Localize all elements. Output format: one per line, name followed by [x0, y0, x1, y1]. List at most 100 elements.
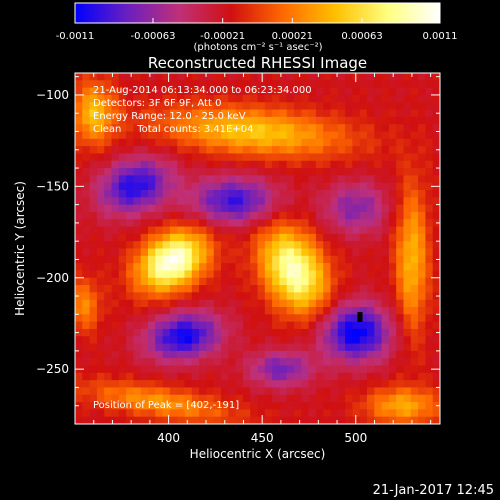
heatmap-cell [388, 233, 397, 242]
heatmap-cell [162, 394, 171, 403]
heatmap-cell [213, 365, 222, 374]
heatmap-cell [148, 241, 156, 250]
heatmap-cell [111, 248, 120, 257]
heatmap-cell [279, 241, 288, 250]
heatmap-cell [111, 372, 120, 381]
heatmap-cell [410, 241, 419, 250]
heatmap-cell [96, 409, 105, 418]
heatmap-cell [272, 80, 280, 89]
heatmap-cell [118, 219, 127, 228]
heatmap-cell [221, 328, 229, 337]
heatmap-cell [257, 190, 266, 198]
heatmap-cell [126, 336, 134, 345]
heatmap-cell [410, 307, 419, 315]
heatmap-cell [381, 336, 390, 345]
heatmap-cell [323, 248, 332, 257]
heatmap-cell [162, 270, 171, 279]
heatmap-cell [111, 80, 120, 89]
heatmap-cell [374, 197, 383, 206]
heatmap-cell [199, 168, 207, 176]
colorbar-tick-label: -0.00021 [200, 31, 245, 42]
heatmap-cell [250, 116, 259, 125]
heatmap-cell [330, 94, 339, 103]
heatmap-cell [82, 416, 91, 424]
heatmap-cell [388, 336, 397, 345]
heatmap-cell [213, 102, 222, 111]
heatmap-cell [396, 321, 405, 330]
heatmap-cell [148, 197, 156, 206]
heatmap-cell [308, 211, 317, 220]
heatmap-cell [126, 73, 134, 81]
heatmap-cell [352, 307, 361, 315]
heatmap-cell [352, 80, 361, 89]
heatmap-cell [89, 241, 98, 250]
heatmap-cell [242, 109, 251, 118]
heatmap-cell [403, 336, 412, 345]
heatmap-cell [155, 168, 164, 176]
heatmap-cell [432, 387, 440, 396]
heatmap-cell [286, 343, 295, 352]
heatmap-cell [111, 409, 120, 418]
heatmap-cell [104, 314, 113, 323]
heatmap-cell [337, 124, 346, 133]
heatmap-cell [242, 387, 251, 396]
heatmap-cell [148, 358, 156, 367]
heatmap-cell [396, 204, 405, 213]
heatmap-cell [396, 328, 405, 337]
heatmap-cell [381, 255, 390, 264]
heatmap-cell [388, 138, 397, 147]
y-tick-label: −100 [36, 88, 69, 102]
heatmap-cell [199, 314, 207, 323]
heatmap-cell [294, 270, 302, 279]
heatmap-cell [82, 307, 91, 315]
heatmap-cell [279, 226, 288, 235]
heatmap-cell [294, 226, 302, 235]
heatmap-cell [432, 87, 440, 96]
heatmap-cell [111, 402, 120, 410]
heatmap-cell [286, 263, 295, 272]
heatmap-cell [250, 73, 259, 81]
heatmap-cell [418, 372, 426, 381]
heatmap-cell [279, 277, 288, 286]
heatmap-cell [337, 233, 346, 242]
heatmap-cell [352, 168, 361, 176]
y-tick-label: −150 [36, 179, 69, 193]
heatmap-cell [410, 168, 419, 176]
heatmap-cell [330, 336, 339, 345]
heatmap-cell [111, 211, 120, 220]
heatmap-cell [162, 336, 171, 345]
heatmap-cell [228, 175, 237, 184]
heatmap-cell [425, 241, 434, 250]
heatmap-cell [162, 131, 171, 140]
heatmap-cell [184, 204, 193, 213]
heatmap-cell [367, 219, 375, 228]
heatmap-cell [294, 248, 302, 257]
heatmap-cell [418, 328, 426, 337]
heatmap-cell [111, 277, 120, 286]
heatmap-cell [155, 328, 164, 337]
heatmap-cell [155, 387, 164, 396]
heatmap-cell [432, 160, 440, 169]
heatmap-cell [104, 416, 113, 424]
heatmap-cell [133, 336, 142, 345]
heatmap-cell [199, 94, 207, 103]
heatmap-cell [89, 343, 98, 352]
heatmap-cell [323, 343, 332, 352]
heatmap-cell [191, 175, 200, 184]
heatmap-cell [272, 387, 280, 396]
heatmap-cell [352, 380, 361, 389]
heatmap-cell [221, 336, 229, 345]
heatmap-cell [352, 87, 361, 96]
heatmap-cell [111, 321, 120, 330]
heatmap-cell [140, 270, 149, 279]
heatmap-cell [96, 380, 105, 389]
heatmap-cell [235, 146, 244, 155]
heatmap-cell [301, 190, 310, 198]
heatmap-cell [118, 131, 127, 140]
heatmap-cell [162, 73, 171, 81]
heatmap-cell [184, 343, 193, 352]
heatmap-cell [308, 402, 317, 410]
heatmap-cell [104, 226, 113, 235]
heatmap-cell [410, 211, 419, 220]
heatmap-cell [345, 182, 353, 191]
